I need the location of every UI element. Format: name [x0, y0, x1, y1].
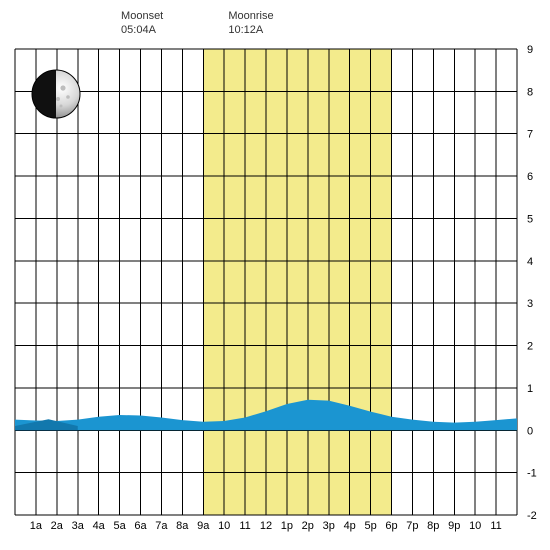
moon-crater: [66, 95, 70, 99]
x-axis-label: 4p: [344, 520, 356, 532]
moon-event-label: Moonrise: [228, 10, 273, 22]
y-axis-label: 8: [527, 86, 533, 98]
x-axis-label: 3p: [323, 520, 335, 532]
x-axis-label: 2a: [51, 520, 64, 532]
x-axis-label: 5p: [364, 520, 376, 532]
moon-crater: [60, 85, 65, 90]
y-axis-label: 9: [527, 44, 533, 56]
x-axis-label: 9p: [448, 520, 460, 532]
x-axis-label: 6p: [385, 520, 397, 532]
daylight-band: [203, 49, 391, 515]
y-axis-label: 7: [527, 129, 533, 141]
moon-event-time: 05:04A: [121, 24, 157, 36]
x-axis-label: 11: [490, 520, 501, 532]
x-axis-label: 1p: [281, 520, 293, 532]
x-axis-label: 7p: [406, 520, 418, 532]
moon-crater: [56, 97, 60, 101]
y-axis-label: 6: [527, 171, 533, 183]
x-axis-label: 12: [260, 520, 272, 532]
y-axis-label: 1: [527, 383, 533, 395]
x-axis-label: 11: [239, 520, 250, 532]
x-axis-label: 5a: [113, 520, 126, 532]
tide-chart: Moonset 05:04A Moonrise 10:12A 1a 2a 3a 4a 5a 6a 7…: [0, 0, 550, 550]
y-axis-label: 5: [527, 213, 533, 225]
x-axis-label: 7a: [155, 520, 168, 532]
x-axis-label: 4a: [93, 520, 106, 532]
x-axis-label: 10: [469, 520, 481, 532]
y-axis-label: 3: [527, 298, 533, 310]
y-axis-label: 4: [527, 256, 533, 268]
y-axis-label: -1: [527, 468, 537, 480]
x-axis-label: 8p: [427, 520, 439, 532]
x-axis-label: 9a: [197, 520, 210, 532]
y-axis-label: -2: [527, 510, 537, 522]
chart-svg: Moonset 05:04A Moonrise 10:12A 1a 2a 3a 4a 5a 6a 7…: [0, 0, 550, 550]
x-axis-label: 10: [218, 520, 230, 532]
y-axis-label: 2: [527, 341, 533, 353]
moon-event-label: Moonset: [121, 10, 163, 22]
moon-crater: [60, 105, 63, 108]
x-axis-label: 1a: [30, 520, 43, 532]
moon-event-time: 10:12A: [228, 24, 264, 36]
y-axis-label: 0: [527, 425, 533, 437]
x-axis-label: 8a: [176, 520, 189, 532]
x-axis-label: 2p: [302, 520, 314, 532]
x-axis-label: 3a: [72, 520, 85, 532]
x-axis-label: 6a: [134, 520, 147, 532]
